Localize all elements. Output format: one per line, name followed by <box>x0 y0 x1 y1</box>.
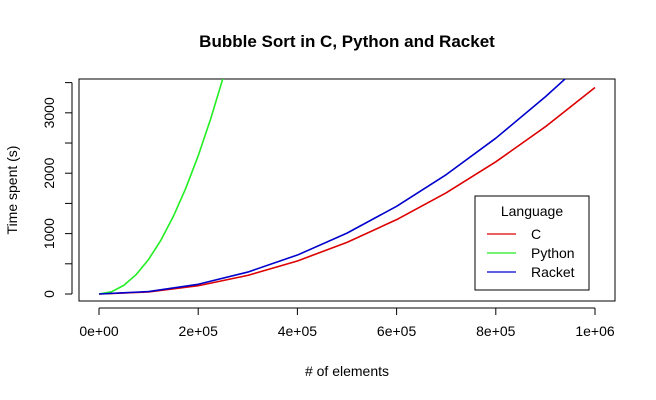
y-tick-label: 2000 <box>41 157 57 188</box>
plot-box <box>78 78 616 302</box>
x-tick-label: 0e+00 <box>79 323 119 339</box>
chart-title: Bubble Sort in C, Python and Racket <box>199 32 495 51</box>
series-line-c <box>98 86 596 295</box>
legend-box <box>474 195 590 291</box>
x-axis-label: # of elements <box>305 363 389 379</box>
series-line-python <box>98 79 224 295</box>
legend-label-c: C <box>531 226 541 242</box>
legend: Language C Python Racket <box>474 195 590 291</box>
x-tick-label: 4e+05 <box>278 323 318 339</box>
y-tick-label: 3000 <box>41 97 57 128</box>
x-tick-label: 1e+06 <box>575 323 615 339</box>
x-axis: 0e+00 2e+05 4e+05 6e+05 8e+05 1e+06 <box>79 307 615 339</box>
y-tick-label: 1000 <box>41 218 57 249</box>
legend-label-racket: Racket <box>531 264 575 280</box>
y-axis-label: Time spent (s) <box>4 146 20 235</box>
legend-title: Language <box>501 203 564 219</box>
series-line-racket <box>98 79 566 295</box>
legend-label-python: Python <box>531 245 575 261</box>
y-tick-label: 0 <box>41 290 57 298</box>
x-tick-label: 6e+05 <box>377 323 417 339</box>
x-tick-label: 8e+05 <box>476 323 516 339</box>
series-layer <box>98 79 596 295</box>
y-axis: 0 1000 2000 3000 <box>41 82 73 298</box>
x-tick-label: 2e+05 <box>179 323 219 339</box>
